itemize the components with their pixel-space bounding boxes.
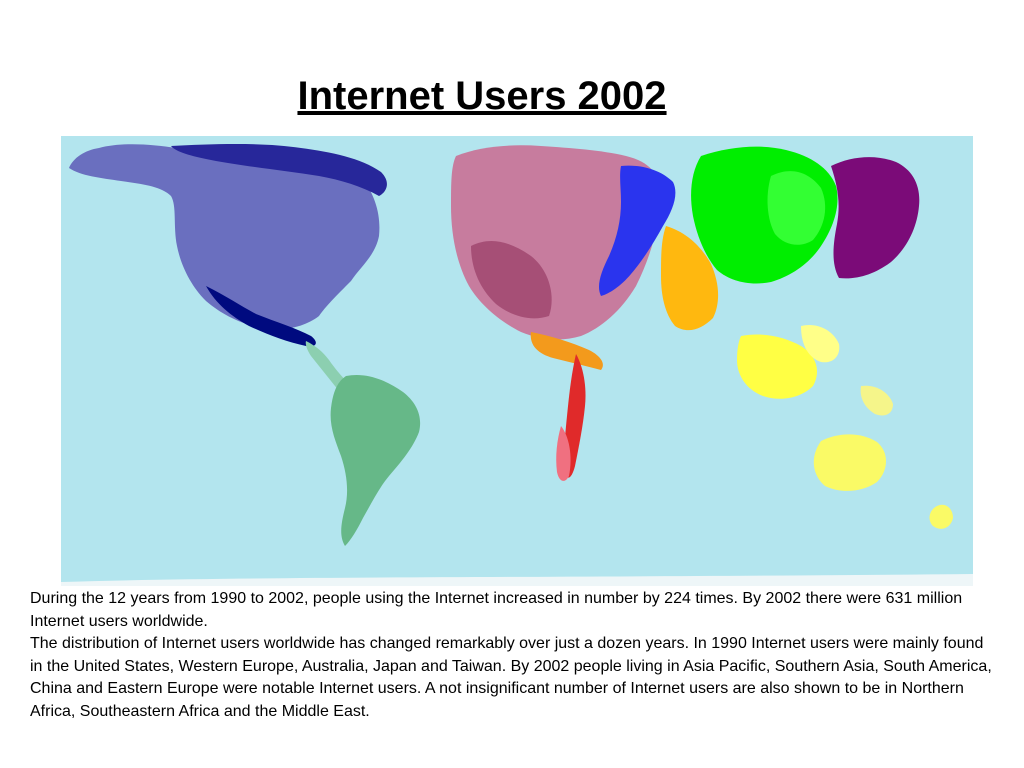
cartogram-svg <box>61 136 973 586</box>
region-southern-asia <box>661 226 719 331</box>
region-north-america <box>69 144 380 330</box>
region-australia <box>813 434 886 491</box>
region-africa <box>564 354 586 478</box>
description-paragraph-2: The distribution of Internet users world… <box>30 635 992 720</box>
description-paragraph-1: During the 12 years from 1990 to 2002, p… <box>30 590 963 630</box>
region-south-america <box>330 374 421 546</box>
region-canada-arctic <box>171 144 387 196</box>
region-middle-east <box>530 332 603 370</box>
region-africa-detail <box>556 426 571 481</box>
antarctica <box>61 574 973 586</box>
region-eastern-europe <box>598 165 676 296</box>
region-asia-pacific-islands <box>801 324 840 363</box>
region-china-detail <box>767 171 826 245</box>
slide-title: Internet Users 2002 <box>297 74 667 118</box>
region-japan <box>831 157 920 279</box>
cartogram-map <box>61 136 973 586</box>
region-asia-pacific <box>737 334 817 399</box>
region-asia-pacific-islands-2 <box>860 385 893 416</box>
region-western-europe-detail <box>471 241 552 319</box>
region-mexico <box>206 286 316 347</box>
description-text: During the 12 years from 1990 to 2002, p… <box>30 588 1000 724</box>
region-new-zealand <box>929 504 953 529</box>
